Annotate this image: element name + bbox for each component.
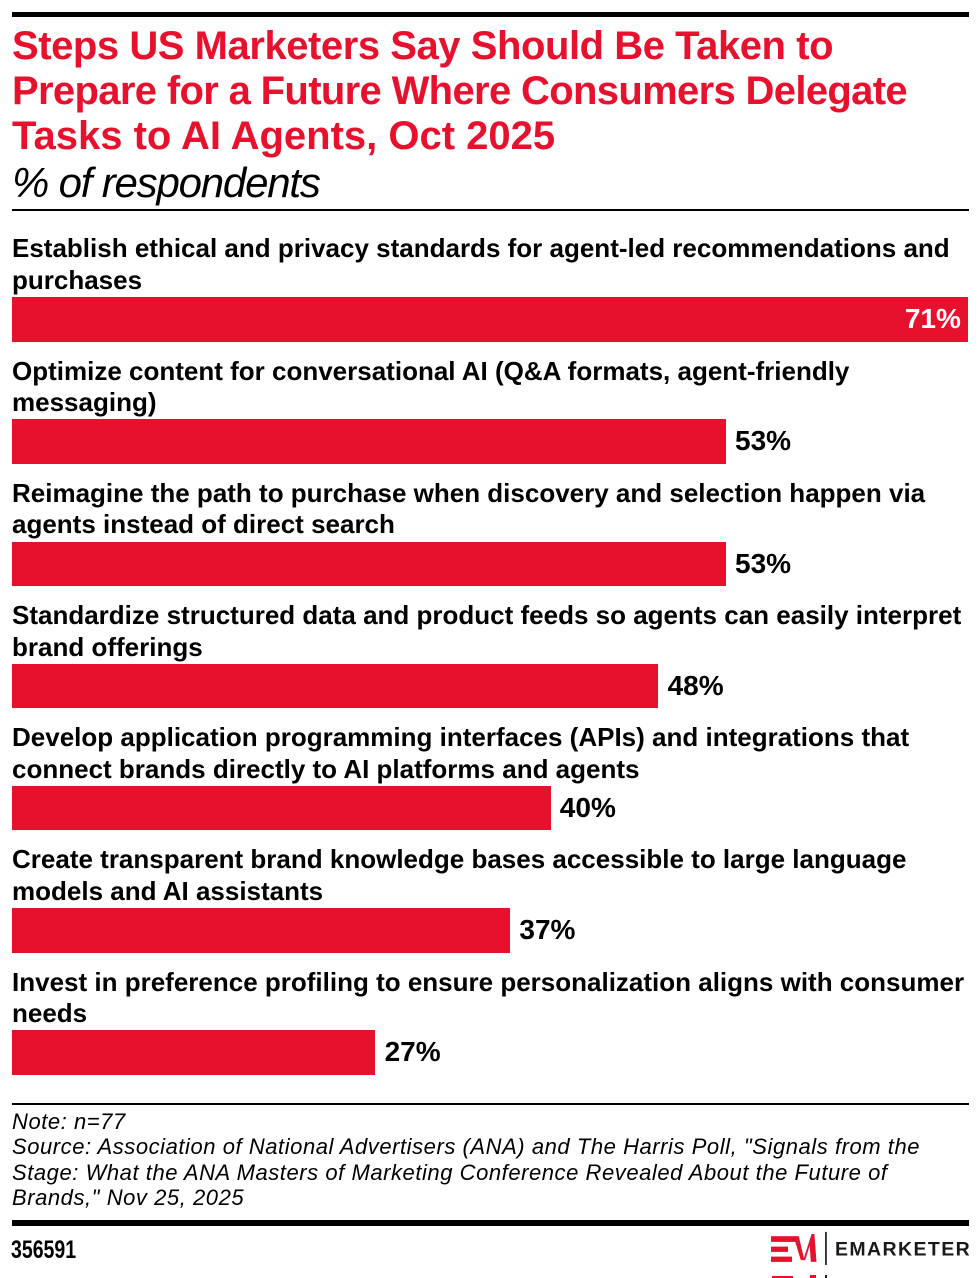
svg-text:EMARKETER: EMARKETER: [835, 1238, 971, 1260]
